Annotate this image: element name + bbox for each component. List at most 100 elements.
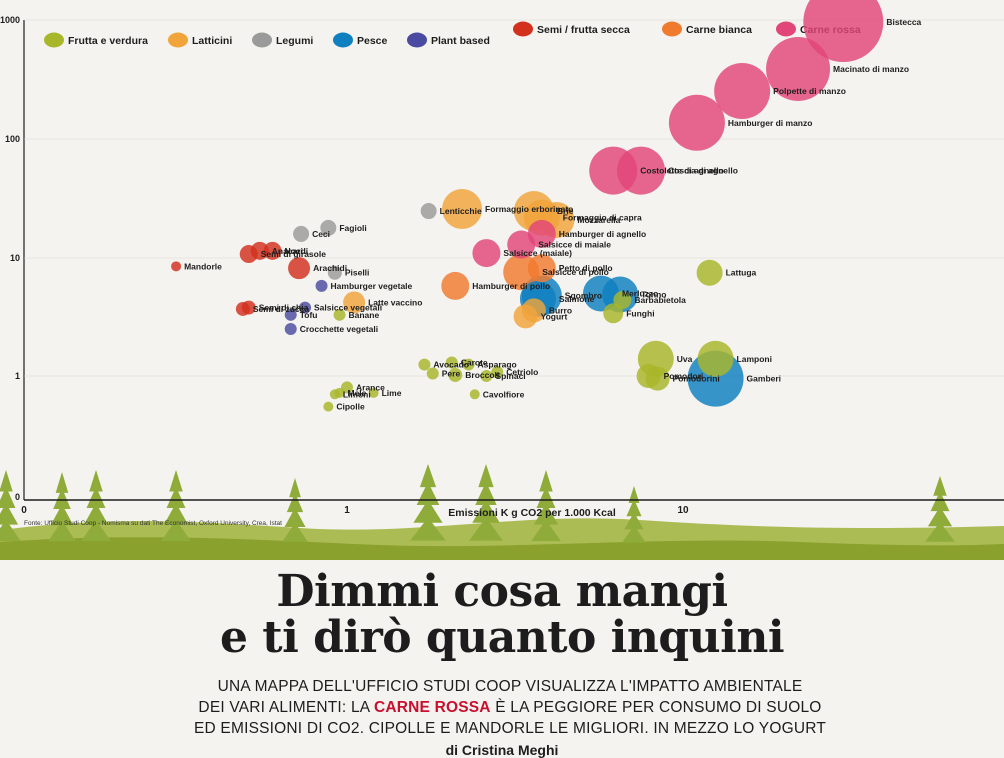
legend-swatch [662, 21, 682, 37]
data-point [645, 366, 670, 391]
data-point [441, 271, 470, 300]
point-label: Lime [382, 388, 402, 398]
data-point [589, 146, 638, 195]
point-label: Crocchette vegetali [300, 324, 378, 334]
data-point [472, 239, 501, 268]
data-point [613, 291, 632, 310]
data-point [527, 254, 556, 283]
point-label: Salmone [559, 294, 595, 304]
point-label: Yogurt [541, 311, 568, 321]
data-point [521, 298, 546, 323]
legend-entry: Plant based [431, 35, 490, 47]
point-label: Lattuga [726, 268, 757, 278]
point-label: Costolette di agnello [640, 166, 724, 176]
tree-icon [469, 464, 503, 541]
tree-icon [925, 476, 955, 542]
point-label: Mandorle [184, 261, 222, 271]
y-tick-label: 100 [5, 134, 20, 144]
data-point [426, 367, 439, 380]
legend-swatch [44, 32, 64, 48]
data-point [329, 389, 340, 400]
x-tick-label: 0 [21, 505, 27, 516]
data-point [507, 230, 536, 259]
legend-swatch [776, 21, 796, 37]
point-label: Limoni [343, 389, 371, 399]
point-label: Mele [348, 388, 367, 398]
point-label: Lamponi [737, 354, 772, 364]
legend-swatch [513, 21, 533, 37]
x-tick-label: 1 [344, 505, 350, 516]
chart-background [0, 0, 1004, 560]
headline-line-2: e ti dirò quanto inquini [219, 612, 785, 663]
data-point [315, 279, 328, 292]
point-label: Arance [356, 382, 385, 392]
tree-icon [48, 472, 76, 542]
data-point [284, 323, 297, 336]
data-point [418, 358, 431, 371]
point-label: Carote [461, 358, 488, 368]
x-tick-label: 10 [677, 505, 689, 516]
source-note: Fonte: Ufficio Studi Coop - Nomisma su d… [24, 520, 282, 527]
point-label: Cipolle [336, 402, 365, 412]
tree-icon [282, 478, 308, 542]
data-point [239, 245, 258, 264]
y-tick-label: 1000 [0, 15, 20, 25]
data-point [323, 401, 334, 412]
y-tick-label: 0 [15, 492, 20, 502]
y-tick-label: 10 [10, 253, 20, 263]
data-point [320, 219, 337, 236]
data-point [469, 389, 480, 400]
point-label: Formaggio di capra [563, 213, 642, 223]
data-point [714, 63, 771, 120]
subheading-line-3: ED EMISSIONI DI CO2. CIPOLLE E MANDORLE … [193, 720, 827, 737]
tree-icon [0, 470, 21, 542]
point-label: Tofu [300, 310, 318, 320]
legend-swatch [168, 32, 188, 48]
point-label: Brie [557, 206, 574, 216]
point-label: Lenticchie [440, 206, 482, 216]
point-label: Tonno [641, 290, 666, 300]
point-label: Barbabietola [634, 295, 686, 305]
point-label: Hamburger di pollo [472, 281, 550, 291]
point-label: Petto di pollo [559, 263, 613, 273]
legend-swatch [252, 32, 272, 48]
legend-swatch [407, 32, 427, 48]
legend-entry: Latticini [192, 35, 232, 47]
point-label: Piselli [345, 268, 370, 278]
point-label: Avocado [433, 360, 469, 370]
point-label: Semi di girasole [261, 249, 326, 259]
point-label: Merluzzo [622, 289, 658, 299]
data-point [341, 381, 353, 394]
data-point [445, 356, 458, 369]
subheading-line-2: DEI VARI ALIMENTI: LA CARNE ROSSA È LA P… [150, 697, 870, 718]
data-point [420, 203, 437, 220]
point-label: Funghi [626, 308, 654, 318]
point-label: Burro [549, 305, 572, 315]
point-label: Macinato di manzo [833, 64, 909, 74]
point-label: Latte vaccino [368, 297, 422, 307]
data-point [284, 308, 297, 321]
subheading-highlight: CARNE ROSSA [373, 699, 491, 716]
data-point [448, 367, 463, 382]
point-label: Banane [349, 310, 380, 320]
point-label: Fagioli [339, 223, 366, 233]
tree-icon [410, 464, 446, 541]
data-point [293, 225, 310, 242]
data-point [327, 265, 342, 280]
data-point [480, 370, 493, 382]
tree-icon [81, 470, 111, 542]
data-point [462, 358, 475, 371]
legend-swatch [333, 32, 353, 48]
point-label: Semi di chia [259, 303, 309, 313]
tree-icon [531, 470, 561, 542]
hill [0, 537, 1004, 560]
point-label: Anacardi [272, 246, 308, 256]
point-label: Formaggio erborinato [485, 204, 573, 214]
tree-decoration [0, 464, 1004, 560]
point-label: Hamburger vegetale [331, 281, 413, 291]
point-label: Salsicce vegetali [314, 303, 382, 313]
point-label: Pere [442, 368, 461, 378]
point-label: Cavolfiore [483, 389, 525, 399]
data-point [368, 387, 379, 398]
data-point [603, 303, 624, 324]
